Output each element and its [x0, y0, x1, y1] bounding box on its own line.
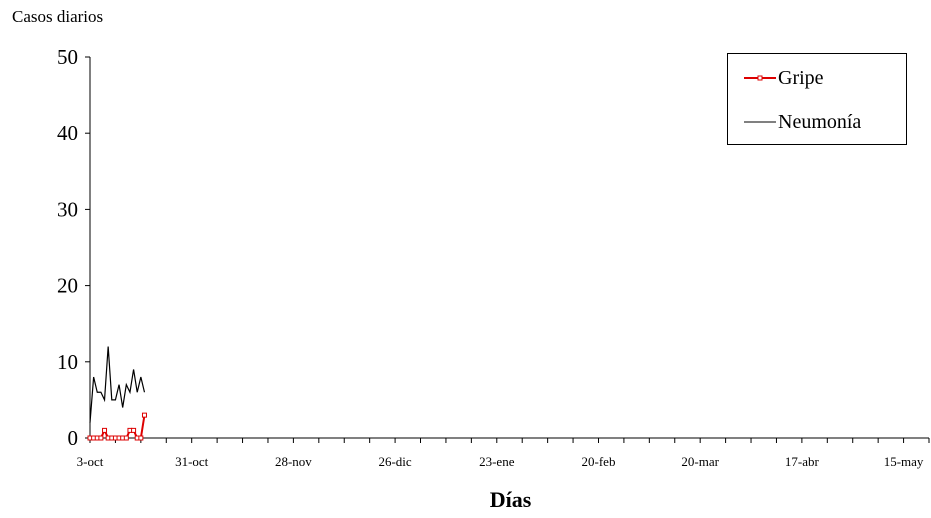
- legend-label-neumonia: Neumonía: [778, 110, 862, 133]
- y-tick-label: 30: [57, 197, 78, 221]
- data-point-gripe: [141, 412, 147, 418]
- data-point-gripe: [138, 435, 144, 441]
- data-point-gripe: [98, 435, 104, 441]
- legend: Gripe Neumonía: [727, 53, 907, 145]
- legend-item-neumonia: Neumonía: [738, 110, 861, 134]
- x-tick-label: 23-ene: [479, 454, 515, 469]
- y-tick-label: 10: [57, 350, 78, 374]
- x-tick-label: 20-mar: [681, 454, 719, 469]
- legend-label-gripe: Gripe: [778, 66, 824, 89]
- x-tick-label: 20-feb: [582, 454, 616, 469]
- x-tick-label: 31-oct: [175, 454, 209, 469]
- x-tick-label: 26-dic: [378, 454, 411, 469]
- y-tick-label: 40: [57, 121, 78, 145]
- series-line-gripe: [90, 414, 146, 439]
- x-tick-label: 17-abr: [785, 454, 820, 469]
- data-point-gripe: [131, 427, 137, 433]
- y-tick-label: 20: [57, 274, 78, 298]
- series-line-neumonia: [89, 346, 146, 423]
- legend-swatch-gripe: [738, 66, 778, 90]
- y-axis-label: Casos diarios: [12, 7, 104, 26]
- y-tick-label: 0: [68, 426, 79, 450]
- data-point-gripe: [123, 435, 129, 441]
- y-tick-label: 50: [57, 45, 78, 69]
- x-axis-label: Días: [489, 487, 532, 512]
- x-tick-label: 28-nov: [275, 454, 312, 469]
- data-point-gripe: [102, 427, 108, 433]
- x-tick-label: 3-oct: [77, 454, 104, 469]
- legend-item-gripe: Gripe: [738, 66, 824, 90]
- axes: 0 10 20 30 40 50 3-oct 31-oct 28-nov 26-dic 23-ene…: [57, 45, 930, 469]
- series: [87, 346, 147, 441]
- legend-swatch-neumonia: [738, 110, 778, 134]
- x-tick-label: 15-may: [884, 454, 924, 469]
